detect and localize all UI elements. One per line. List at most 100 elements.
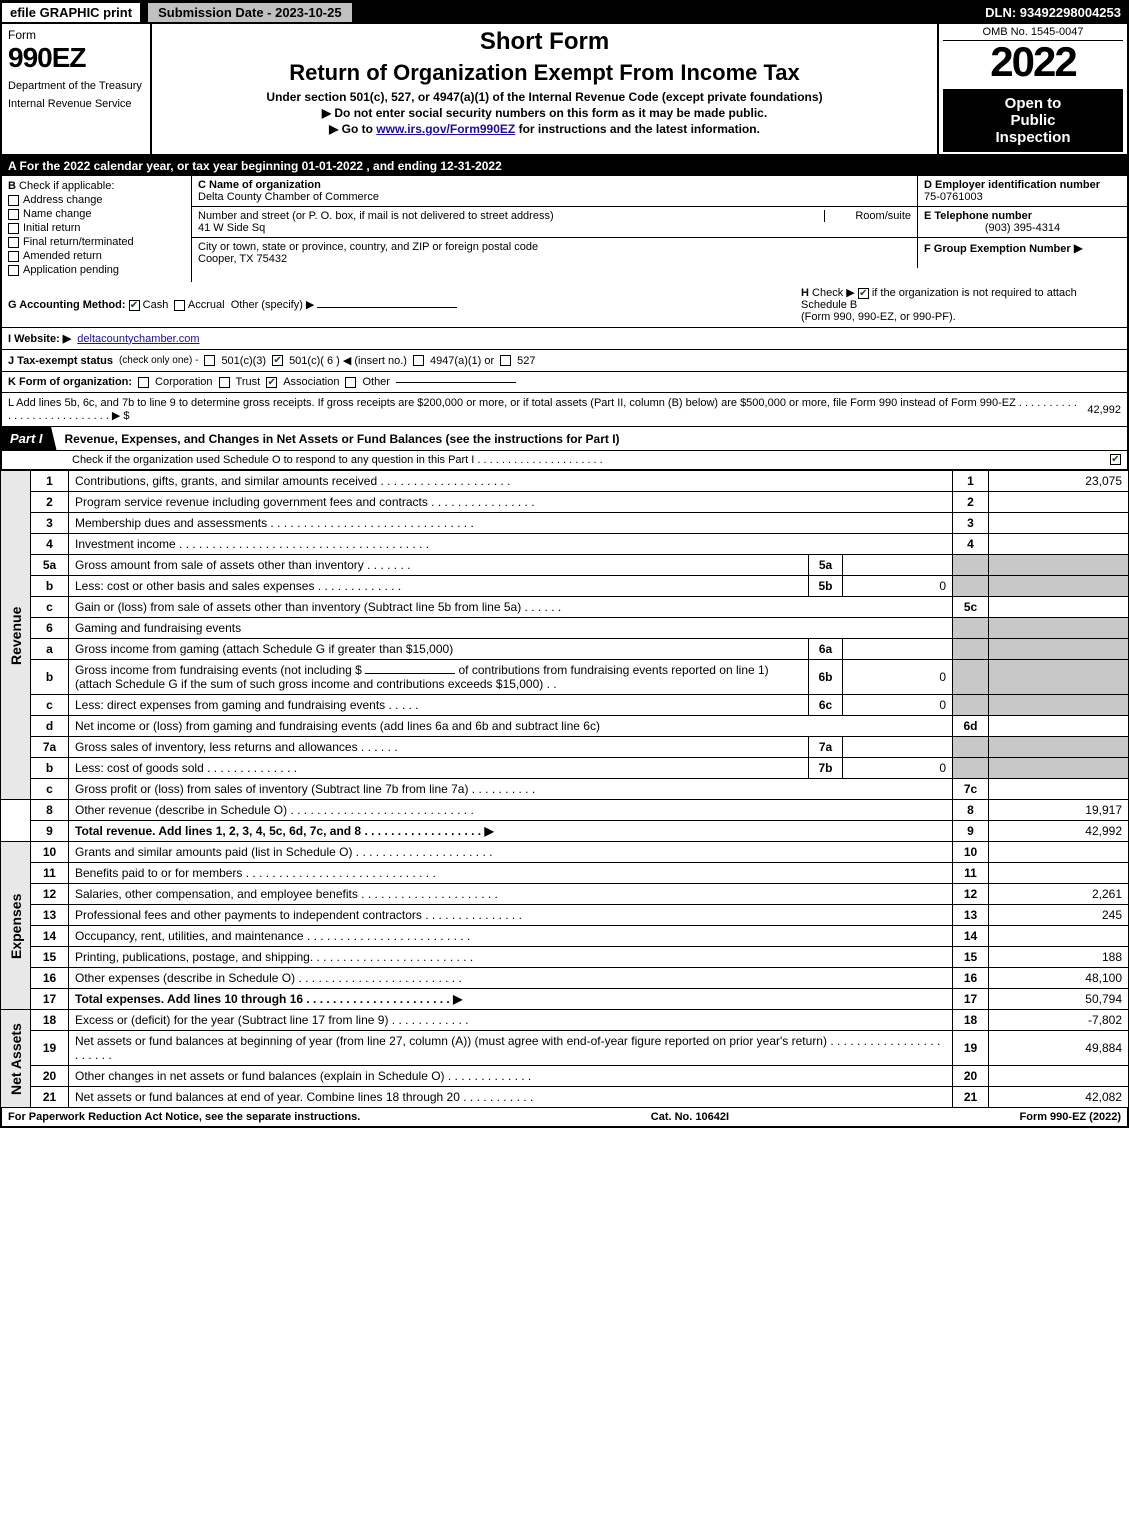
section-j: J Tax-exempt status (check only one) - 5… [2,350,1127,372]
av-10 [989,842,1129,863]
al-6d: 6d [953,716,989,737]
ln-12: 12 [31,884,69,905]
dept-treasury: Department of the Treasury [8,80,144,92]
sl-5b: 5b [809,576,843,597]
ln-14: 14 [31,926,69,947]
checkbox-address-change[interactable] [8,195,19,206]
av-4 [989,534,1129,555]
av-21: 42,082 [989,1087,1129,1108]
short-form-title: Short Form [158,28,931,56]
lt-11: Benefits paid to or for members . . . . … [69,863,953,884]
lt-18: Excess or (deficit) for the year (Subtra… [69,1010,953,1031]
lt-19: Net assets or fund balances at beginning… [69,1031,953,1066]
submission-date-label: Submission Date - 2023-10-25 [146,1,354,24]
al-15: 15 [953,947,989,968]
j-o4: 527 [517,355,535,367]
lt-6b: Gross income from fundraising events (no… [69,660,809,695]
lt-7b: Less: cost of goods sold . . . . . . . .… [69,758,809,779]
shaded-5a [953,555,989,576]
lt-6b-1: Gross income from fundraising events (no… [75,663,362,677]
checkbox-other-org[interactable] [345,377,356,388]
av-11 [989,863,1129,884]
al-16: 16 [953,968,989,989]
checkbox-amended-return[interactable] [8,251,19,262]
ln-9: 9 [31,821,69,842]
ln-6a: a [31,639,69,660]
av-18: -7,802 [989,1010,1129,1031]
sv-6b: 0 [843,660,953,695]
l-amount: 42,992 [1087,404,1121,416]
irs-link[interactable]: www.irs.gov/Form990EZ [376,122,515,136]
lt-20: Other changes in net assets or fund bala… [69,1066,953,1087]
shaded-7a [953,737,989,758]
checkbox-4947[interactable] [413,355,424,366]
d-label: D Employer identification number [924,179,1121,191]
checkbox-schedule-o[interactable] [1110,454,1121,465]
header-subtitle-2: ▶ Do not enter social security numbers o… [158,106,931,120]
lt-3: Membership dues and assessments . . . . … [69,513,953,534]
checkbox-name-change[interactable] [8,209,19,220]
g-other: Other (specify) ▶ [231,299,315,311]
goto-post: for instructions and the latest informat… [519,122,760,136]
sl-5a: 5a [809,555,843,576]
header-subtitle-1: Under section 501(c), 527, or 4947(a)(1)… [158,90,931,104]
financial-table: Revenue 1 Contributions, gifts, grants, … [0,470,1129,1108]
checkbox-527[interactable] [500,355,511,366]
shaded-5b [953,576,989,597]
opt-amended-return: Amended return [23,250,102,262]
checkbox-501c[interactable] [272,355,283,366]
ln-15: 15 [31,947,69,968]
checkbox-501c3[interactable] [204,355,215,366]
sl-6b: 6b [809,660,843,695]
opt-name-change: Name change [23,208,92,220]
j-sub: (check only one) - [119,355,198,366]
ln-21: 21 [31,1087,69,1108]
k-label: K Form of organization: [8,376,132,388]
ln-13: 13 [31,905,69,926]
other-specify-input[interactable] [317,307,457,308]
checkbox-initial-return[interactable] [8,223,19,234]
lt-4: Investment income . . . . . . . . . . . … [69,534,953,555]
al-14: 14 [953,926,989,947]
sl-7b: 7b [809,758,843,779]
lt-2: Program service revenue including govern… [69,492,953,513]
av-14 [989,926,1129,947]
checkbox-cash[interactable] [129,300,140,311]
checkbox-accrual[interactable] [174,300,185,311]
checkbox-trust[interactable] [219,377,230,388]
shaded-6b [953,660,989,695]
fundraising-amount-input[interactable] [365,673,455,674]
al-5c: 5c [953,597,989,618]
netassets-side-label: Net Assets [1,1010,31,1108]
checkbox-application-pending[interactable] [8,265,19,276]
efile-print-label[interactable]: efile GRAPHIC print [0,1,142,24]
checkbox-h[interactable] [858,288,869,299]
shaded-6 [953,618,989,639]
e-label: E Telephone number [924,210,1121,222]
b-subtitle: Check if applicable: [19,180,114,192]
form-number: 990EZ [8,42,144,74]
room-label: Room/suite [824,210,911,222]
ln-19: 19 [31,1031,69,1066]
lt-6a: Gross income from gaming (attach Schedul… [69,639,809,660]
form-header: Form 990EZ Department of the Treasury In… [0,24,1129,156]
header-subtitle-3: ▶ Go to www.irs.gov/Form990EZ for instru… [158,122,931,136]
checkbox-corporation[interactable] [138,377,149,388]
lt-7c: Gross profit or (loss) from sales of inv… [69,779,953,800]
top-bar: efile GRAPHIC print Submission Date - 20… [0,0,1129,24]
lt-7a: Gross sales of inventory, less returns a… [69,737,809,758]
website-link[interactable]: deltacountychamber.com [77,333,199,345]
j-label: J Tax-exempt status [8,355,113,367]
al-17: 17 [953,989,989,1010]
av-13: 245 [989,905,1129,926]
section-g-h: G Accounting Method: Cash Accrual Other … [2,282,1127,328]
al-1: 1 [953,471,989,492]
al-19: 19 [953,1031,989,1066]
part-1-tab: Part I [2,427,57,450]
checkbox-final-return[interactable] [8,237,19,248]
checkbox-association[interactable] [266,377,277,388]
open-line-3: Inspection [947,129,1119,146]
other-org-input[interactable] [396,382,516,383]
ln-5a: 5a [31,555,69,576]
sl-6c: 6c [809,695,843,716]
